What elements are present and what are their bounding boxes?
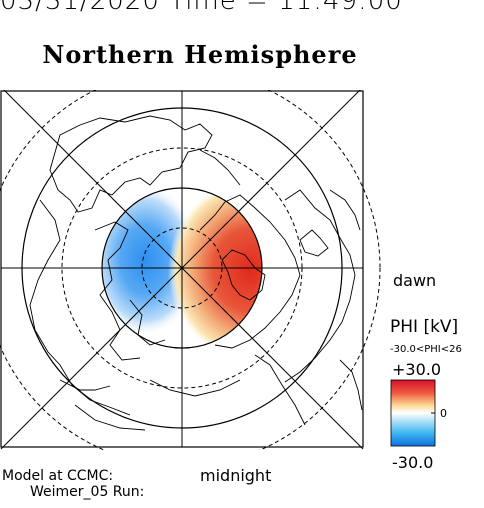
positive-potential-cell <box>168 188 262 348</box>
meridian-lines <box>0 90 364 450</box>
colorbar-max-label: +30.0 <box>392 360 442 379</box>
colorbar <box>390 379 436 447</box>
colorbar-min-label: -30.0 <box>392 453 434 472</box>
dawn-label: dawn <box>393 271 437 290</box>
polar-map <box>0 90 436 450</box>
colorbar-range: -30.0<PHI<26 <box>390 344 462 355</box>
date-time-header: 03/31/2020 Time = 11:49:00 <box>0 0 403 16</box>
map-title: Northern Hemisphere <box>42 40 358 69</box>
model-info-line2: Weimer_05 Run: <box>30 484 145 500</box>
colorbar-title: PHI [kV] <box>390 317 459 337</box>
latitude-circle <box>0 90 381 450</box>
model-info-line1: Model at CCMC: <box>2 468 114 484</box>
potential-pattern <box>102 188 262 348</box>
colorbar-zero-label: 0 <box>440 407 447 420</box>
midnight-label: midnight <box>200 466 272 485</box>
coastlines <box>29 115 363 431</box>
